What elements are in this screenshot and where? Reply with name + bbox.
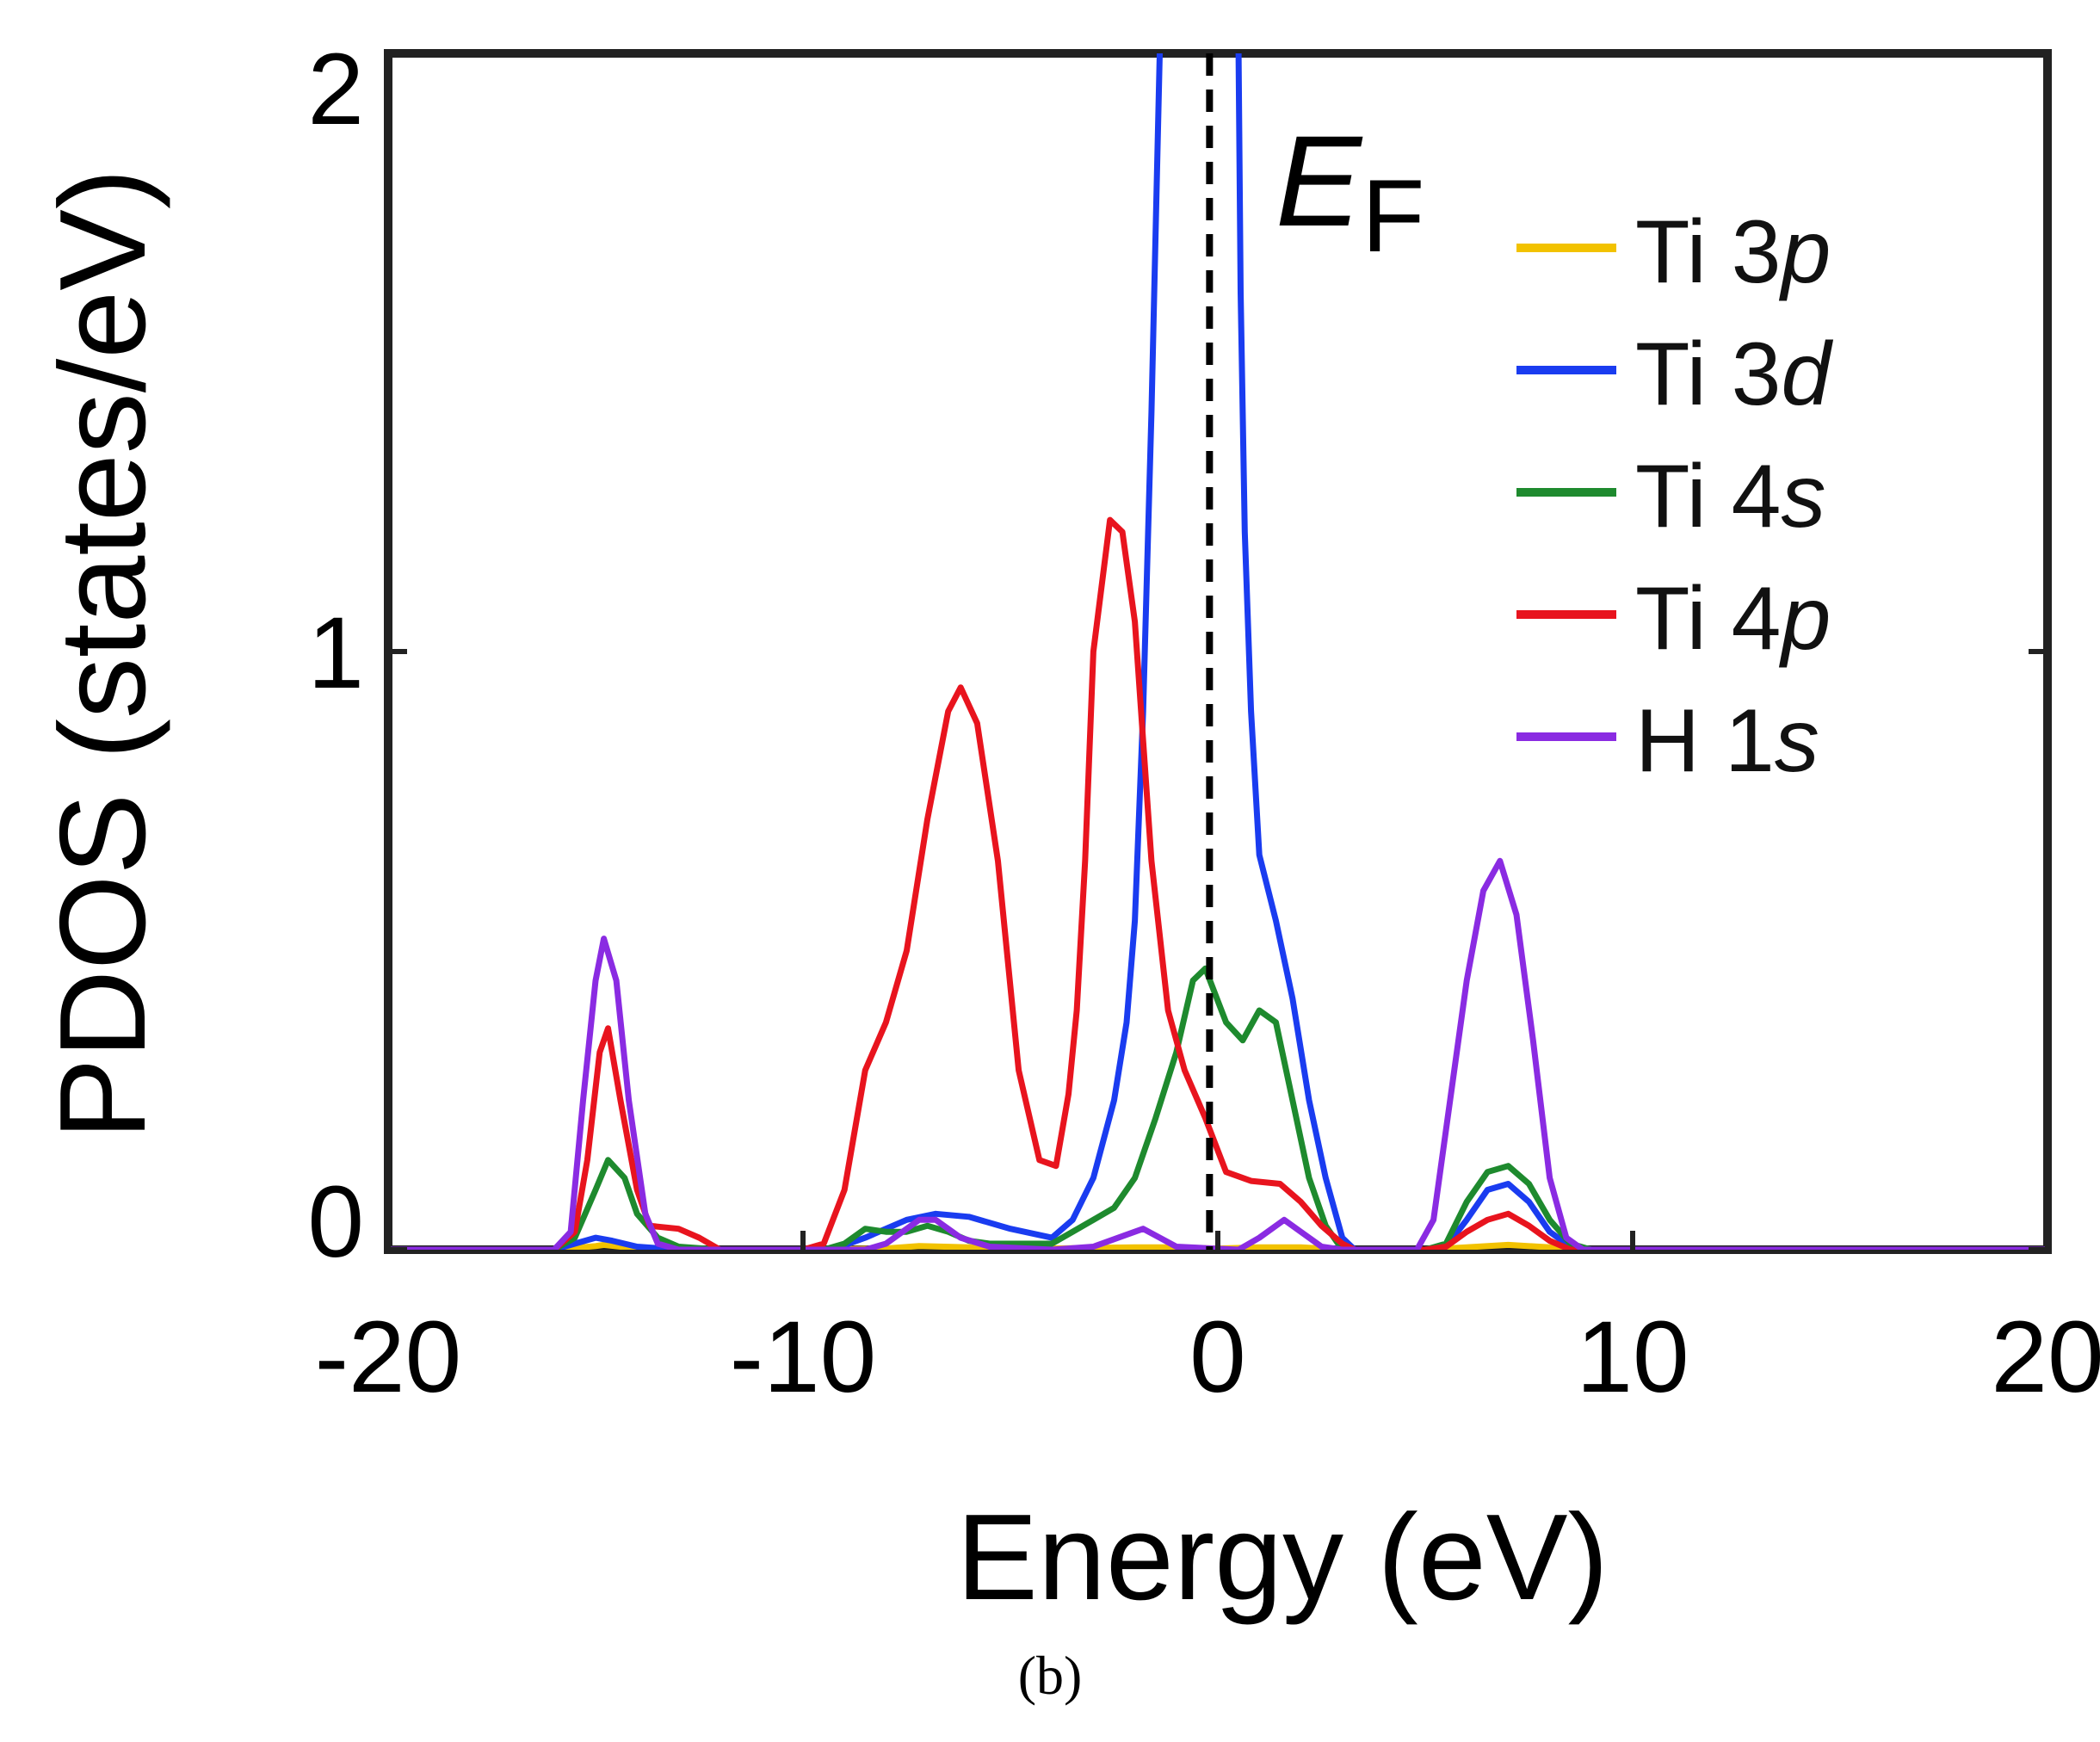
y-tick-label: 1 (307, 596, 364, 710)
series-line-h-1s (388, 857, 2048, 1250)
x-axis-title: Energy (eV) (956, 1489, 1609, 1626)
legend-entry: Ti 4s (1635, 447, 1826, 547)
y-tick-label: 0 (307, 1165, 364, 1279)
axis-ticks (386, 51, 2050, 1252)
x-tick-label: 10 (1576, 1300, 1689, 1414)
legend-entry: H 1s (1635, 691, 1819, 791)
legend: Ti 3p Ti 3d Ti 4s Ti 4p H 1s (1516, 202, 1834, 791)
x-tick-label: 20 (1991, 1300, 2100, 1414)
legend-entry: Ti 3p (1635, 202, 1831, 302)
legend-entry: Ti 3d (1635, 324, 1834, 424)
series-curves (388, 53, 2048, 1250)
axis-tick-labels: -20 -10 0 10 20 0 1 2 (307, 33, 2100, 1414)
series-line-ti-4p (388, 516, 2048, 1250)
legend-entry: Ti 4p (1635, 569, 1831, 669)
y-axis-title: PDOS (states/eV) (34, 169, 171, 1140)
x-tick-label: 0 (1189, 1300, 1246, 1414)
fermi-level-label: EF (1275, 108, 1424, 274)
fermi-level-label-sub: F (1362, 158, 1424, 274)
fermi-level-label-main: E (1275, 108, 1363, 253)
series-line-ti-3d (388, 53, 2048, 1250)
series-line-ti-3p (388, 1241, 2048, 1250)
x-tick-label: -20 (315, 1300, 462, 1414)
series-line-ti-4s (388, 965, 2048, 1250)
figure-caption: (b) (1017, 1645, 1083, 1706)
y-tick-label: 2 (307, 33, 364, 146)
x-tick-label: -10 (730, 1300, 877, 1414)
